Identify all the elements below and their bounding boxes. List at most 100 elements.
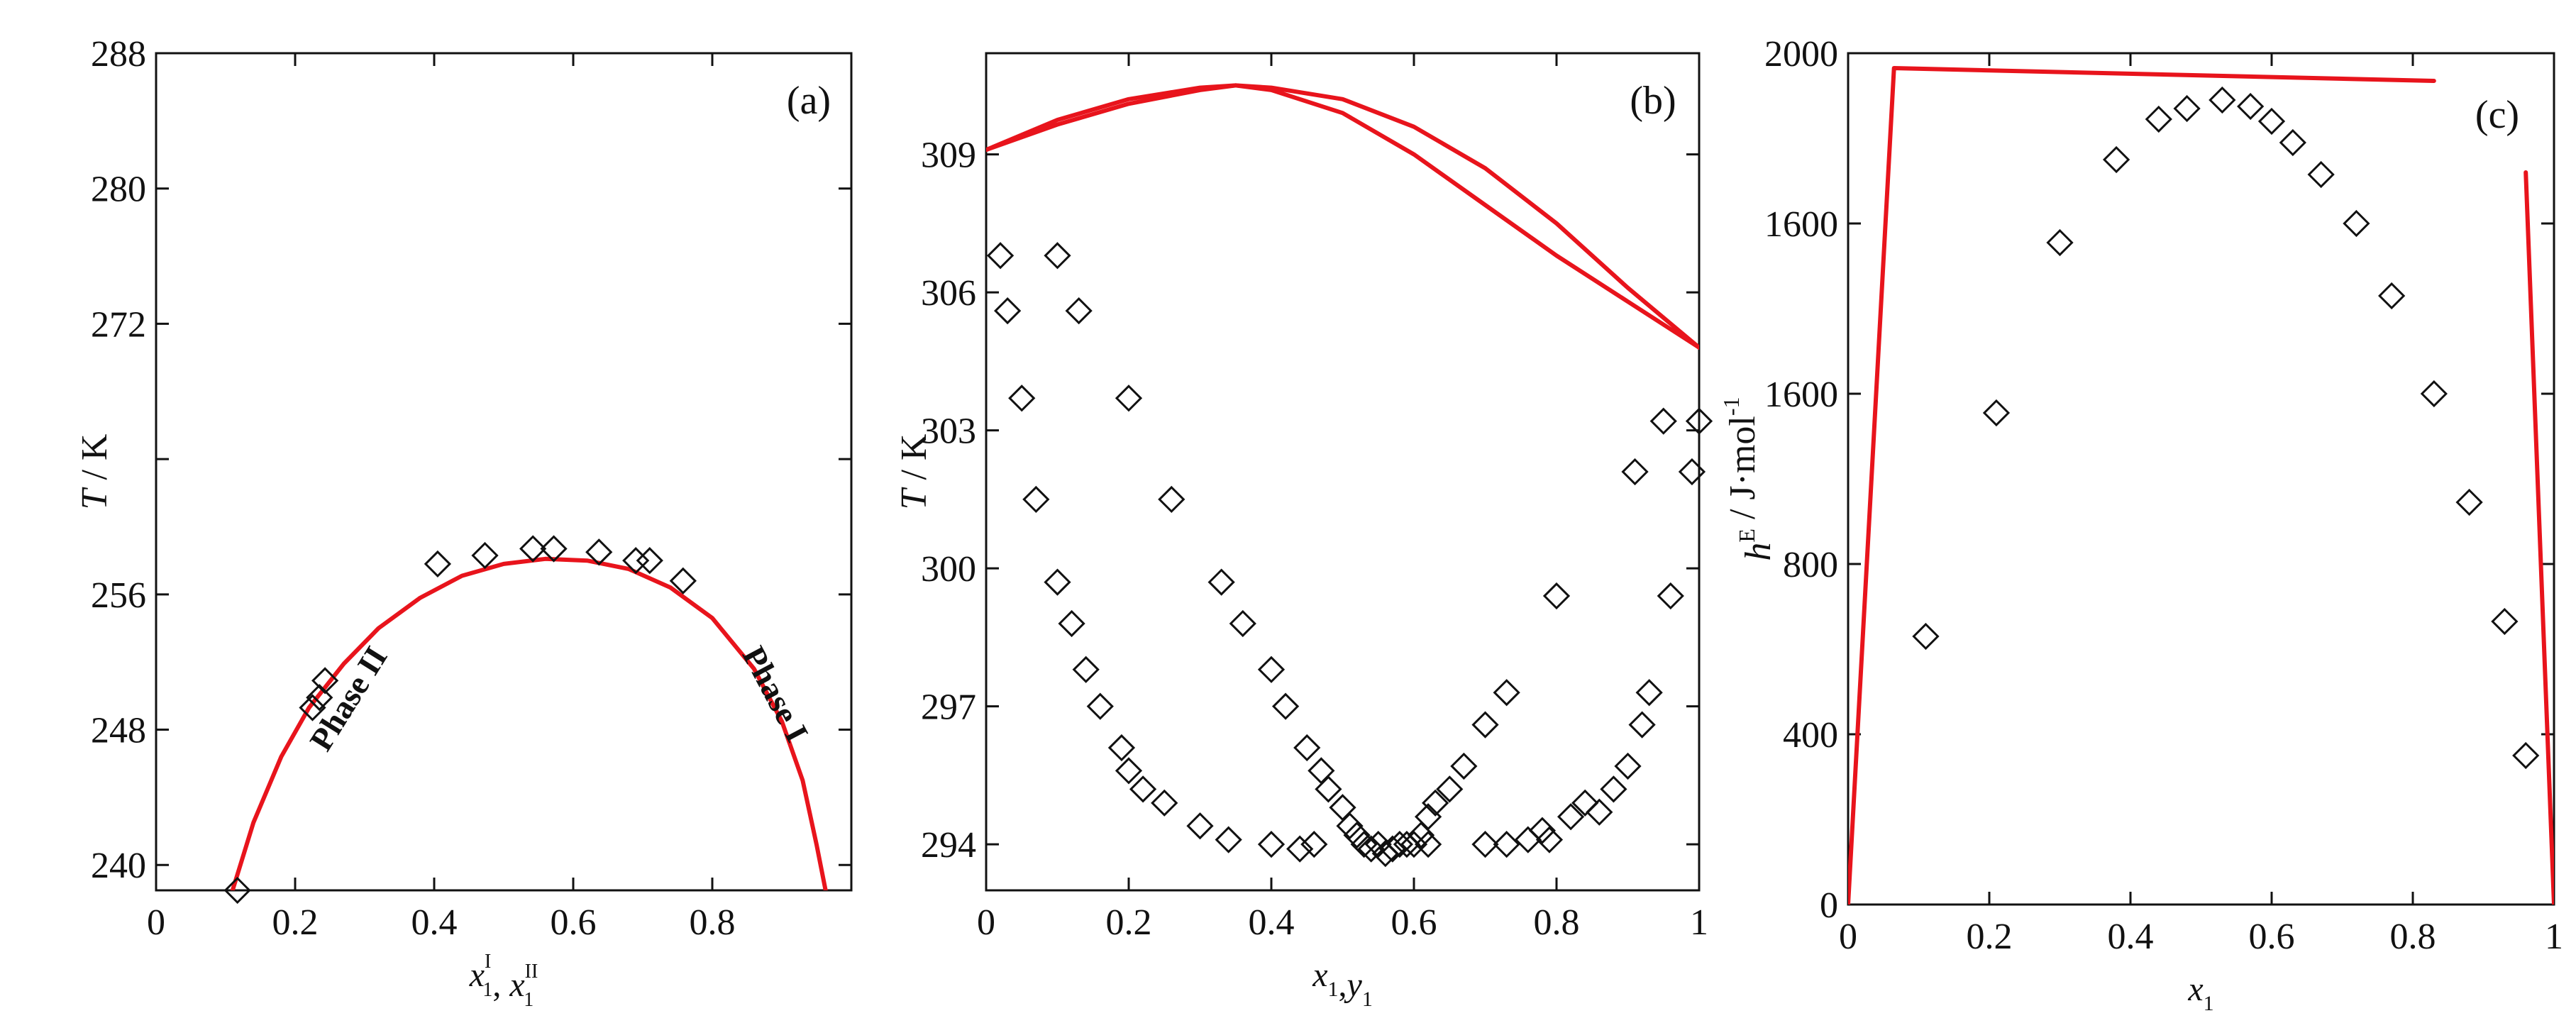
data-point (1257, 831, 1286, 858)
x-tick-label: 0.2 (1106, 902, 1152, 943)
data-point (1628, 711, 1656, 739)
x-tick-label: 0.8 (690, 902, 736, 943)
data-point (2378, 282, 2406, 310)
x-tick-label: 1 (1690, 902, 1708, 943)
data-point (1600, 775, 1627, 803)
plot-frame (1847, 52, 2555, 906)
data-point (2512, 741, 2540, 770)
y-tick-label: 0 (1820, 885, 1838, 926)
data-point (1257, 656, 1286, 683)
plot-frame (155, 52, 853, 892)
y-tick-label: 1600 (1764, 204, 1838, 245)
x-tick-label: 0 (977, 902, 995, 943)
data-point (1678, 458, 1706, 486)
data-point (669, 567, 697, 595)
x-axis-label: x1,y1 (1312, 956, 1373, 1011)
data-point (1422, 789, 1449, 817)
data-point (1542, 582, 1571, 610)
data-point (1086, 692, 1114, 720)
y-tick-label: 272 (91, 304, 146, 345)
data-point (636, 547, 663, 575)
data-point (2420, 380, 2448, 408)
panel-label: (b) (1630, 79, 1676, 123)
panel-a: 0 0.2 0.4 0.6 0.8 240 248 256 272 280 288 (a) xI 1, x… (74, 34, 853, 1011)
data-point (540, 535, 568, 563)
data-point (1072, 656, 1100, 683)
data-point (1129, 775, 1157, 803)
data-point (2279, 128, 2306, 157)
data-point (2145, 105, 2172, 133)
data-point (1215, 826, 1242, 853)
data-point (1186, 812, 1214, 840)
data-point (1649, 407, 1677, 435)
data-point (1982, 399, 2011, 427)
data-point (622, 547, 650, 575)
data-point (1343, 822, 1371, 849)
y-tick-label: 800 (1783, 545, 1838, 585)
y-tick-label: 256 (91, 575, 146, 616)
y-axis-label: hE / J·mol-1 (1718, 397, 1779, 560)
x-tick-label: 0.6 (551, 902, 597, 943)
data-point (1315, 775, 1342, 803)
y-tick-label: 300 (921, 549, 976, 590)
x-tick-label: 0.4 (411, 902, 458, 943)
data-point (1414, 831, 1442, 858)
x-axis-label: x1 (2187, 971, 2213, 1015)
panel-c: 0 0.2 0.4 0.6 0.8 1 0 400 800 1600 1600 2000 (c) x1 hE… (1718, 34, 2563, 1015)
data-point (1357, 835, 1385, 863)
x-tick-label: 0.4 (1249, 902, 1295, 943)
data-point (1571, 789, 1599, 817)
data-point (1022, 485, 1050, 514)
series-line-model-vapour (986, 83, 1699, 350)
data-point (1535, 826, 1564, 853)
x-tick-label: 0.6 (2249, 917, 2295, 957)
data-point (1400, 831, 1428, 858)
data-point (1493, 679, 1520, 707)
data-point (223, 876, 251, 905)
data-point (1158, 485, 1185, 514)
y-tick-label: 240 (91, 846, 146, 886)
data-point (1350, 831, 1378, 858)
x-tick-label: 0.4 (2108, 917, 2154, 957)
y-tick-label: 294 (921, 825, 976, 866)
y-tick-label: 297 (921, 687, 976, 728)
x-tick-label: 0 (147, 902, 165, 943)
annotation-label: Phase I (736, 641, 816, 748)
data-point (585, 538, 613, 566)
data-point (1586, 798, 1613, 826)
y-tick-label: 303 (921, 411, 976, 452)
data-point (2209, 86, 2236, 114)
data-point (2102, 145, 2130, 174)
data-point (2257, 107, 2286, 136)
x-tick-label: 0 (1839, 917, 1857, 957)
data-point (2237, 92, 2265, 121)
data-point (2343, 209, 2370, 238)
data-point (311, 667, 339, 695)
data-point (1115, 385, 1143, 412)
y-tick-label: 248 (91, 711, 146, 751)
panel-label: (a) (787, 79, 831, 123)
data-point (1621, 458, 1649, 486)
y-axis-label: T / K (74, 433, 115, 509)
data-point (2491, 607, 2519, 636)
data-point (471, 541, 499, 570)
data-point (1635, 679, 1663, 707)
plot-frame (985, 52, 1701, 892)
x-tick-label: 0.6 (1391, 902, 1437, 943)
x-tick-label: 0.2 (272, 902, 319, 943)
data-point (1493, 831, 1520, 858)
panel-b: 0 0.2 0.4 0.6 0.8 1 294 297 300 303 306 309 (b) x1,y1… (894, 52, 1713, 1011)
data-point (299, 694, 326, 721)
y-tick-label: 1600 (1764, 375, 1838, 415)
data-point (1151, 789, 1178, 817)
data-point (1044, 568, 1071, 596)
series-line-model-liquid (986, 83, 1699, 350)
series-line-model (230, 556, 828, 890)
data-point (1614, 752, 1642, 780)
data-point (1058, 609, 1085, 638)
y-tick-label: 309 (921, 136, 976, 176)
y-tick-label: 306 (921, 273, 976, 314)
data-point (2046, 228, 2074, 257)
data-point (1657, 582, 1684, 610)
